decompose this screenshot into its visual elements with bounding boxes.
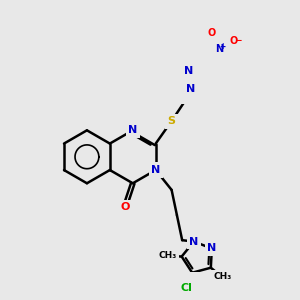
Text: N: N bbox=[215, 44, 223, 54]
Text: CH₃: CH₃ bbox=[213, 272, 231, 281]
Text: N: N bbox=[207, 244, 217, 254]
Text: O: O bbox=[230, 36, 238, 46]
Text: O: O bbox=[207, 28, 216, 38]
Text: CH₃: CH₃ bbox=[158, 251, 176, 260]
Text: S: S bbox=[168, 116, 176, 126]
Text: O: O bbox=[120, 202, 130, 212]
Text: N: N bbox=[189, 236, 198, 247]
Text: −: − bbox=[234, 36, 242, 45]
Text: N: N bbox=[185, 84, 195, 94]
Text: N: N bbox=[128, 125, 137, 135]
Text: N: N bbox=[184, 66, 194, 76]
Text: +: + bbox=[219, 42, 226, 51]
Text: Cl: Cl bbox=[181, 283, 192, 292]
Text: N: N bbox=[151, 165, 160, 175]
